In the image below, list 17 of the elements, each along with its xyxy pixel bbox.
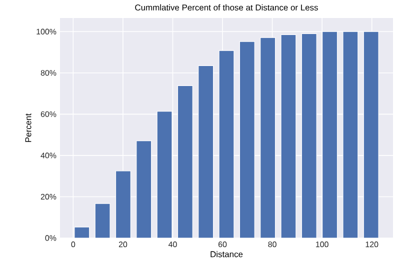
bar — [116, 170, 131, 238]
bar — [136, 140, 152, 238]
bar — [301, 33, 317, 238]
bar — [239, 41, 255, 238]
bar — [322, 31, 338, 238]
bar — [342, 31, 358, 238]
bar — [260, 37, 276, 238]
bar — [94, 203, 110, 238]
bar — [198, 65, 214, 238]
bar — [280, 34, 296, 238]
bar — [218, 50, 234, 238]
x-axis-title: Distance — [210, 251, 243, 258]
bar — [177, 85, 193, 238]
chart-title: Cummlative Percent of those at Distance or Less — [135, 4, 318, 10]
y-axis-title: Percent — [25, 113, 32, 142]
bar — [363, 31, 379, 238]
bar — [156, 110, 172, 238]
